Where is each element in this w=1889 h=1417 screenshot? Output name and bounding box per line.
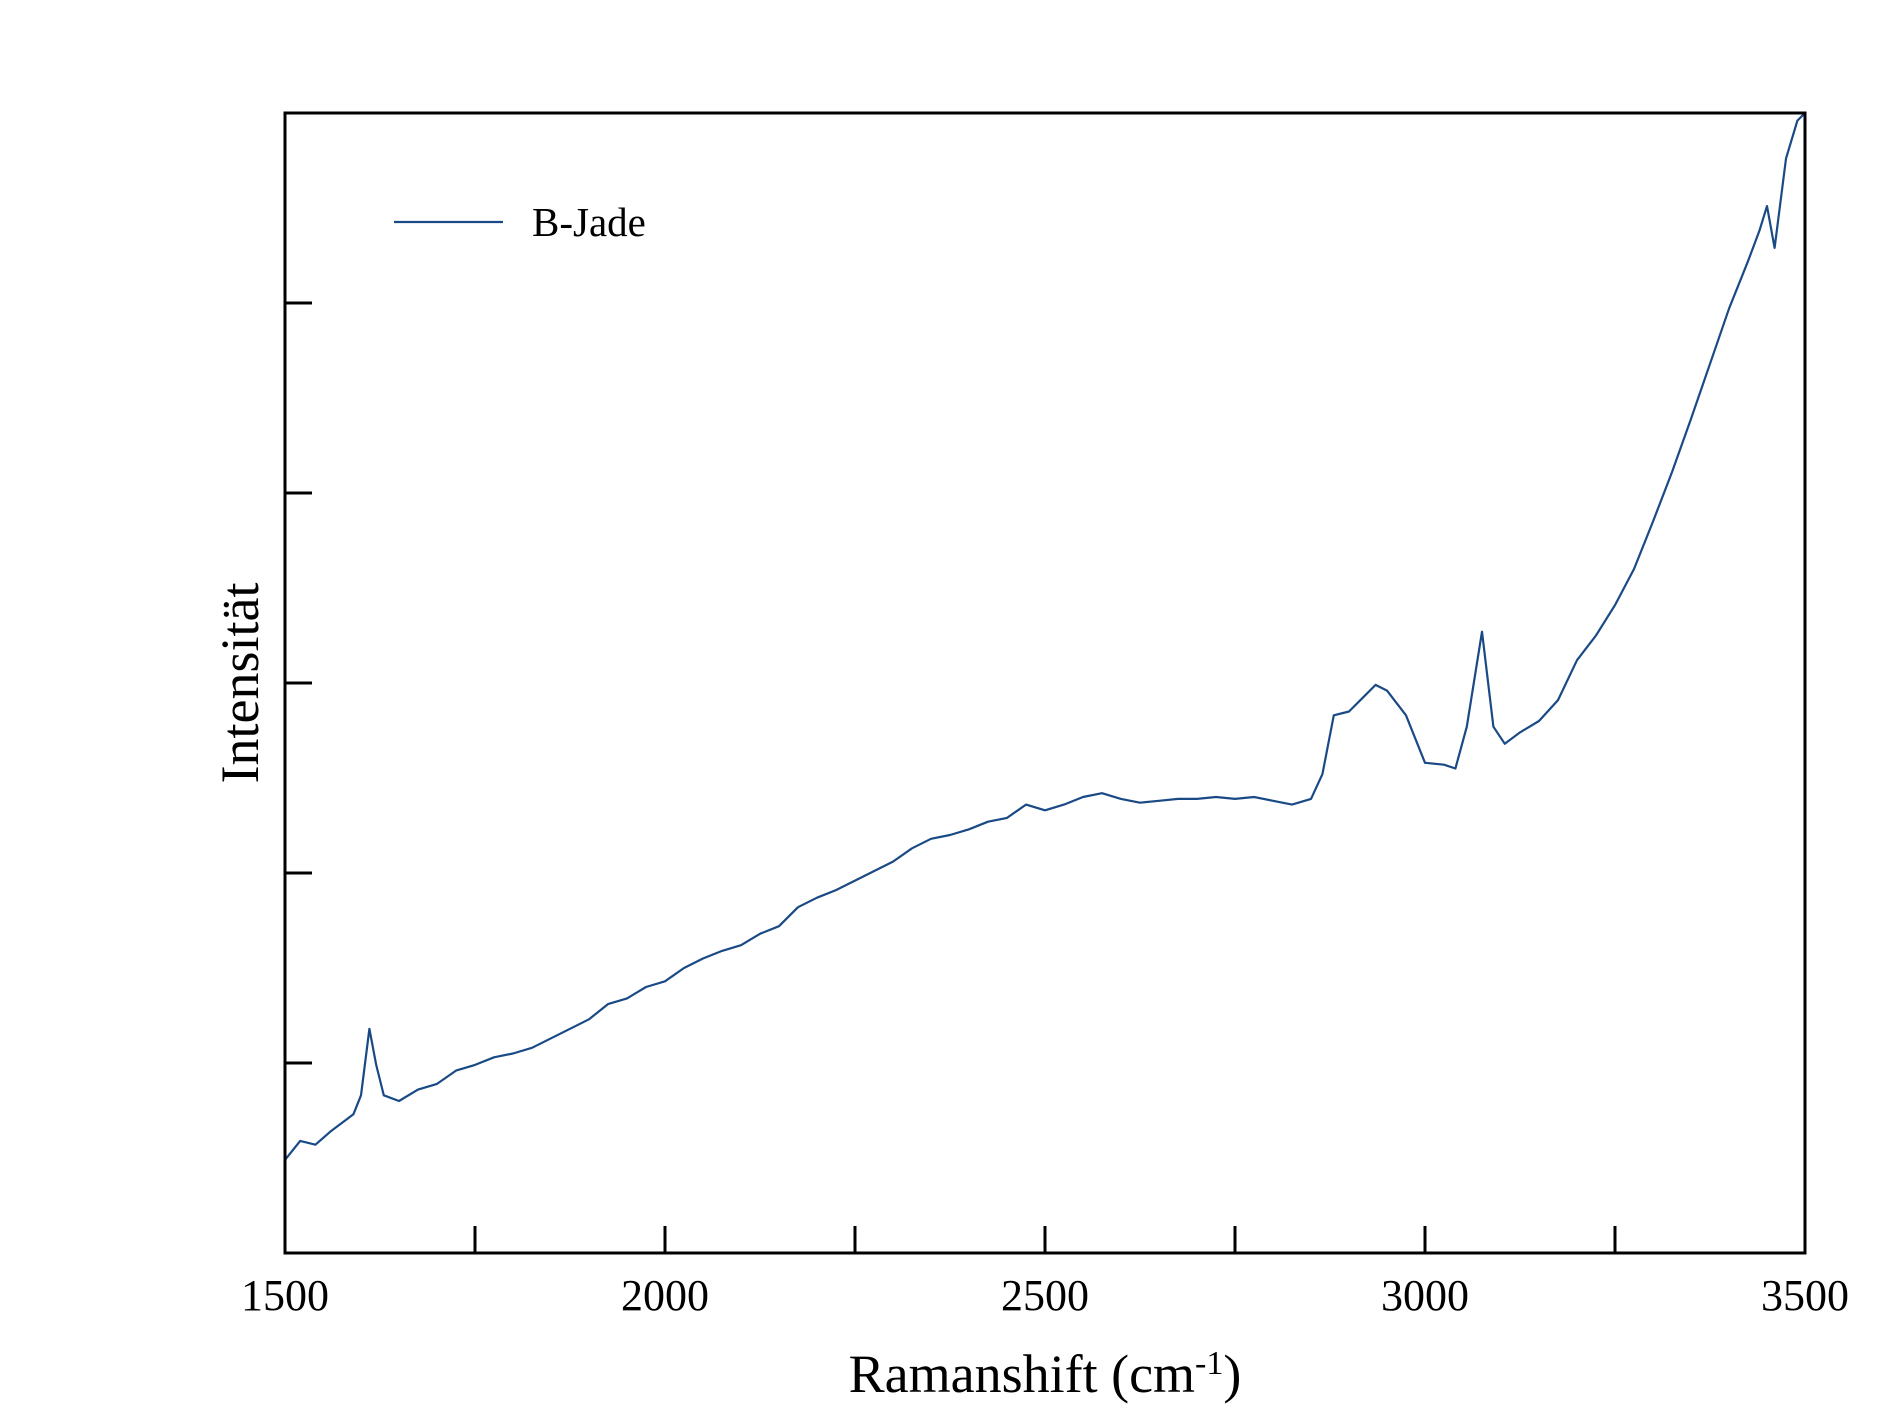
y-axis-label: Intensität (210, 583, 270, 784)
x-tick-label: 3500 (1761, 1271, 1849, 1320)
x-axis-label-sup: -1 (1195, 1345, 1223, 1382)
x-tick-label: 2000 (621, 1271, 709, 1320)
x-axis-label-text: Ramanshift (cm (849, 1344, 1195, 1404)
legend-label: B-Jade (532, 199, 646, 245)
x-axis-label: Ramanshift (cm-1) (849, 1344, 1242, 1404)
x-tick-label: 3000 (1381, 1271, 1469, 1320)
x-tick-label: 2500 (1001, 1271, 1089, 1320)
plot-frame (283, 111, 1807, 1255)
x-axis-label-close: ) (1223, 1344, 1241, 1404)
data-line (284, 112, 1806, 1161)
x-tick-label: 1500 (241, 1271, 329, 1320)
